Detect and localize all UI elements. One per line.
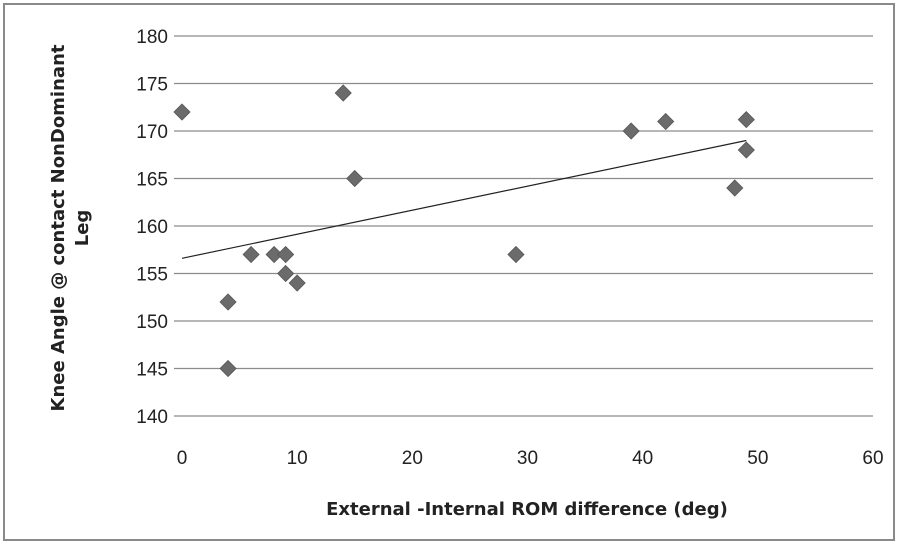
- data-point: [657, 112, 675, 131]
- y-tick-label: 155: [136, 265, 168, 286]
- data-point: [737, 141, 755, 159]
- y-tick-label: 140: [136, 407, 168, 428]
- data-point: [265, 245, 283, 264]
- data-point: [277, 245, 295, 264]
- x-tick-labels: 0 10 20 30 40 50 60: [177, 448, 884, 469]
- data-point: [242, 245, 260, 264]
- data-point: [737, 111, 755, 129]
- chart-frame: [3, 3, 895, 541]
- y-tick-label: 170: [136, 122, 168, 143]
- trendline-group: [181, 139, 747, 259]
- y-tick-labels: 140 145 150 155 160 165 170 175 180: [136, 27, 168, 428]
- data-point: [288, 274, 306, 292]
- data-point: [346, 169, 364, 188]
- data-point: [219, 293, 237, 311]
- x-tick-label: 60: [862, 448, 883, 469]
- x-tick-label: 40: [632, 448, 653, 469]
- y-tick-label: 175: [136, 75, 168, 96]
- x-tick-label: 0: [177, 448, 188, 469]
- y-tick-label: 165: [136, 170, 168, 191]
- trendline: [181, 139, 747, 259]
- y-tick-label: 150: [136, 312, 168, 333]
- y-tick-label: 145: [136, 360, 168, 381]
- data-point: [726, 179, 744, 197]
- data-points: [173, 84, 755, 378]
- data-point: [622, 122, 640, 140]
- data-point: [277, 264, 295, 283]
- y-axis-title-line-2: Leg: [72, 210, 93, 247]
- data-point: [507, 245, 525, 264]
- x-tick-label: 10: [287, 448, 308, 469]
- data-point: [219, 359, 237, 378]
- x-tick-label: 30: [517, 448, 538, 469]
- x-axis-title: External -Internal ROM difference (deg): [326, 499, 728, 520]
- y-tick-label: 180: [136, 27, 168, 48]
- y-axis-title: Knee Angle @ contact NonDominant Leg: [48, 44, 93, 411]
- y-axis-title-line-1: Knee Angle @ contact NonDominant: [48, 44, 69, 411]
- y-tick-label: 160: [136, 217, 168, 238]
- x-tick-label: 50: [747, 448, 768, 469]
- data-point: [334, 84, 352, 102]
- gridlines: [174, 35, 873, 417]
- x-tick-label: 20: [402, 448, 423, 469]
- data-point: [173, 103, 191, 121]
